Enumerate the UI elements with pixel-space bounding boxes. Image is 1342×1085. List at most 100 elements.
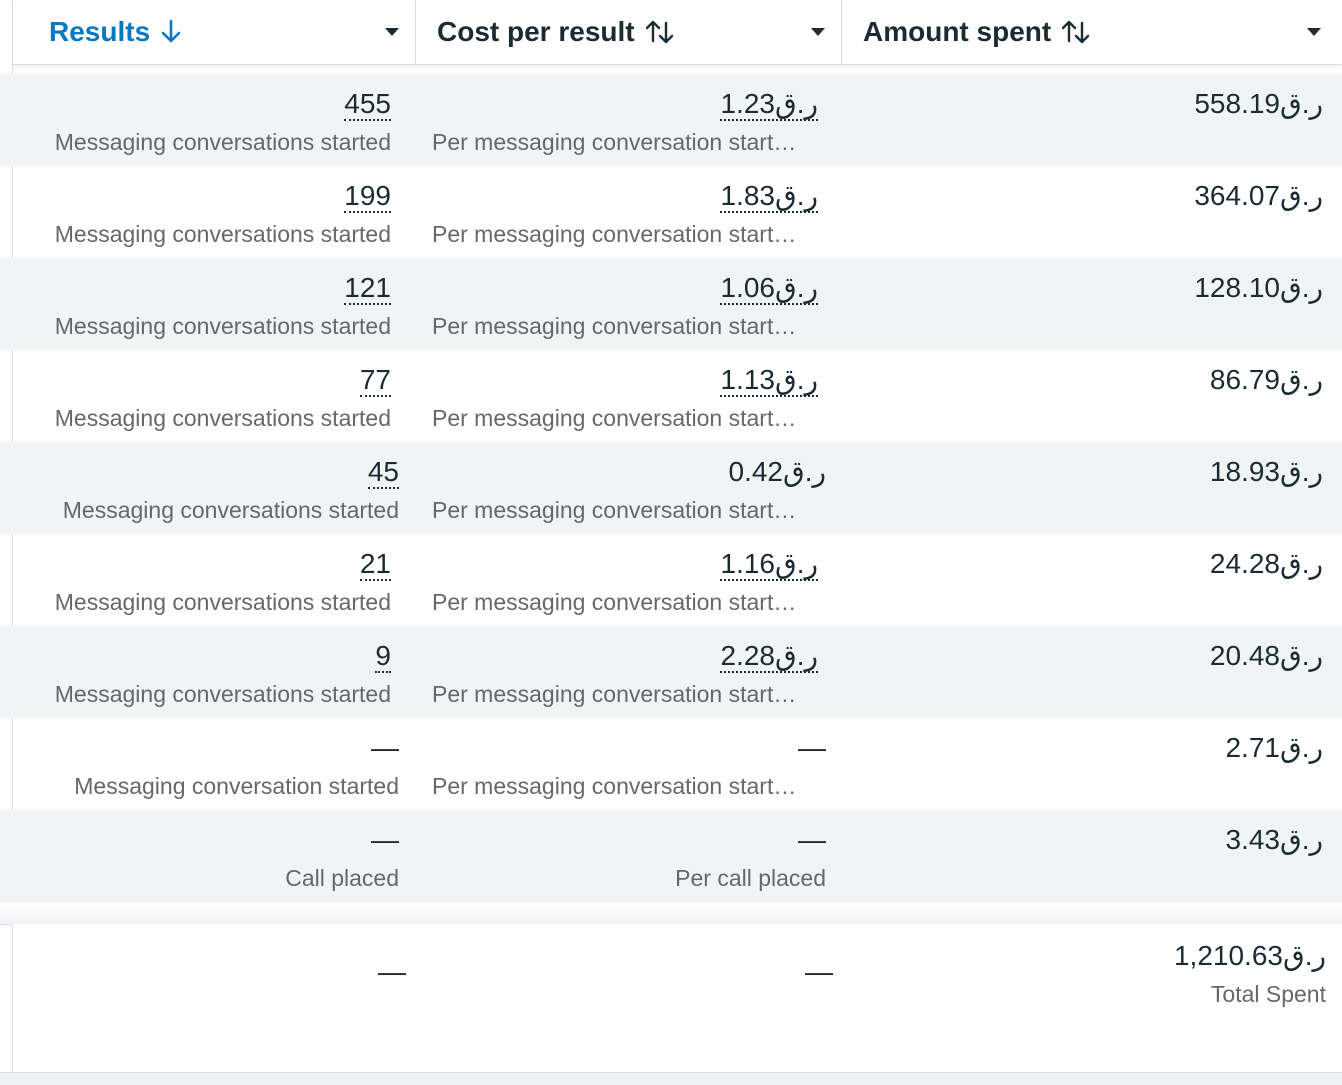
table-row[interactable]: 455 Messaging conversations started ر.ق1… <box>0 74 1342 166</box>
amount-spent-cell: ر.ق3.43 <box>840 810 1323 902</box>
table-row[interactable]: 77 Messaging conversations started ر.ق1.… <box>0 350 1342 442</box>
cost-per-result-type: Per messaging conversation start… <box>432 221 797 247</box>
total-amount-spent-value: ر.ق1,210.63 <box>1173 940 1326 971</box>
results-value[interactable]: 21 <box>359 548 391 581</box>
cost-per-result-cell: ر.ق1.16 Per messaging conversation start… <box>402 534 818 626</box>
amount-spent-value: ر.ق558.19 <box>1194 88 1323 119</box>
cost-per-result-value: ر.ق0.42 <box>728 456 826 487</box>
table-left-border <box>12 0 13 1072</box>
cost-per-result-value[interactable]: ر.ق1.13 <box>720 364 818 397</box>
cost-per-result-type: Per call placed <box>675 865 826 891</box>
cost-per-result-type: Per messaging conversation start… <box>432 773 797 799</box>
results-cell: 21 Messaging conversations started <box>13 534 391 626</box>
amount-spent-cell: ر.ق18.93 <box>840 442 1323 534</box>
amount-spent-value: ر.ق24.28 <box>1209 548 1323 579</box>
cost-per-result-value: — <box>798 824 826 855</box>
amount-spent-value: ر.ق364.07 <box>1194 180 1323 211</box>
results-cell: — Messaging conversation started <box>13 718 399 810</box>
table-row[interactable]: 199 Messaging conversations started ر.ق1… <box>0 166 1342 258</box>
column-header-amount-label: Amount spent <box>863 16 1052 47</box>
results-type: Messaging conversations started <box>54 221 391 247</box>
amount-spent-cell: ر.ق86.79 <box>840 350 1323 442</box>
cost-per-result-cell: ر.ق1.13 Per messaging conversation start… <box>402 350 818 442</box>
total-cost-value: — <box>805 956 833 987</box>
amount-spent-cell: ر.ق24.28 <box>840 534 1323 626</box>
cost-per-result-type: Per messaging conversation start… <box>432 405 797 431</box>
results-type: Messaging conversations started <box>62 497 399 523</box>
results-type: Messaging conversations started <box>54 681 391 707</box>
results-type: Messaging conversations started <box>54 589 391 615</box>
totals-separator <box>0 902 1342 925</box>
cost-per-result-cell: ر.ق1.06 Per messaging conversation start… <box>402 258 818 350</box>
amount-spent-cell: ر.ق2.71 <box>840 718 1323 810</box>
cost-per-result-value[interactable]: ر.ق1.83 <box>720 180 818 213</box>
results-value[interactable]: 77 <box>359 364 391 397</box>
amount-spent-cell: ر.ق364.07 <box>840 166 1323 258</box>
amount-spent-cell: ر.ق20.48 <box>840 626 1323 718</box>
cost-per-result-type: Per messaging conversation start… <box>432 313 797 339</box>
table-row[interactable]: 45 Messaging conversations started ر.ق0.… <box>0 442 1342 534</box>
cost-per-result-value[interactable]: ر.ق1.06 <box>720 272 818 305</box>
results-column-menu-caret-icon[interactable] <box>385 28 399 36</box>
results-cell: 77 Messaging conversations started <box>13 350 391 442</box>
sort-toggle-icon[interactable] <box>645 19 675 45</box>
results-value: — <box>371 824 399 855</box>
amount-spent-cell: ر.ق558.19 <box>840 74 1323 166</box>
results-cell: — Call placed <box>13 810 399 902</box>
cost-per-result-type: Per messaging conversation start… <box>432 497 797 523</box>
amount-spent-value: ر.ق18.93 <box>1209 456 1323 487</box>
column-header-amount-spent[interactable]: Amount spent <box>841 0 1337 64</box>
column-header-results-label: Results <box>49 16 151 47</box>
cost-per-result-cell: ر.ق2.28 Per messaging conversation start… <box>402 626 818 718</box>
results-cell: 45 Messaging conversations started <box>13 442 399 534</box>
results-cell: 199 Messaging conversations started <box>13 166 391 258</box>
results-type: Messaging conversations started <box>54 129 391 155</box>
totals-row: — — ر.ق1,210.63 Total Spent <box>13 924 1342 1072</box>
cost-per-result-value: — <box>798 732 826 763</box>
table-row[interactable]: — Call placed — Per call placed ر.ق3.43 <box>0 810 1342 902</box>
table-row[interactable]: 9 Messaging conversations started ر.ق2.2… <box>0 626 1342 718</box>
sort-descending-icon[interactable] <box>160 19 182 45</box>
amount-spent-value: ر.ق20.48 <box>1209 640 1323 671</box>
results-value[interactable]: 455 <box>344 88 391 121</box>
cost-per-result-type: Per messaging conversation start… <box>432 589 797 615</box>
table-body: 455 Messaging conversations started ر.ق1… <box>0 74 1342 902</box>
table-header: Results Cost per result Amount spent <box>13 0 1342 65</box>
cost-per-result-cell: — Per call placed <box>402 810 826 902</box>
column-header-cost-per-result[interactable]: Cost per result <box>415 0 841 64</box>
amount-spent-value: ر.ق3.43 <box>1225 824 1323 855</box>
results-type: Messaging conversations started <box>54 405 391 431</box>
table-row[interactable]: — Messaging conversation started — Per m… <box>0 718 1342 810</box>
cost-per-result-type: Per messaging conversation start… <box>432 681 797 707</box>
results-value[interactable]: 45 <box>367 456 399 489</box>
sort-toggle-icon[interactable] <box>1061 19 1091 45</box>
results-type: Messaging conversations started <box>54 313 391 339</box>
amount-spent-value: ر.ق128.10 <box>1194 272 1323 303</box>
cost-per-result-cell: ر.ق1.83 Per messaging conversation start… <box>402 166 818 258</box>
results-value[interactable]: 199 <box>344 180 391 213</box>
horizontal-scrollbar-track[interactable] <box>0 1072 1342 1085</box>
cost-per-result-cell: ر.ق0.42 Per messaging conversation start… <box>402 442 826 534</box>
cost-per-result-value[interactable]: ر.ق1.23 <box>720 88 818 121</box>
results-value[interactable]: 121 <box>344 272 391 305</box>
table-row[interactable]: 121 Messaging conversations started ر.ق1… <box>0 258 1342 350</box>
cost-column-menu-caret-icon[interactable] <box>811 28 825 36</box>
cost-per-result-value[interactable]: ر.ق2.28 <box>720 640 818 673</box>
results-cell: 455 Messaging conversations started <box>13 74 391 166</box>
cost-per-result-value[interactable]: ر.ق1.16 <box>720 548 818 581</box>
results-value: — <box>371 732 399 763</box>
column-header-results[interactable]: Results <box>13 0 415 64</box>
cost-per-result-cell: — Per messaging conversation start… <box>402 718 826 810</box>
results-cell: 9 Messaging conversations started <box>13 626 391 718</box>
results-type: Messaging conversation started <box>74 773 399 799</box>
results-type: Call placed <box>285 865 399 891</box>
results-value[interactable]: 9 <box>375 640 391 673</box>
amount-spent-cell: ر.ق128.10 <box>840 258 1323 350</box>
amount-column-menu-caret-icon[interactable] <box>1307 28 1321 36</box>
column-header-cost-label: Cost per result <box>437 16 635 47</box>
table-row[interactable]: 21 Messaging conversations started ر.ق1.… <box>0 534 1342 626</box>
amount-spent-value: ر.ق86.79 <box>1209 364 1323 395</box>
results-cell: 121 Messaging conversations started <box>13 258 391 350</box>
total-spent-label: Total Spent <box>1210 981 1326 1007</box>
cost-per-result-cell: ر.ق1.23 Per messaging conversation start… <box>402 74 818 166</box>
